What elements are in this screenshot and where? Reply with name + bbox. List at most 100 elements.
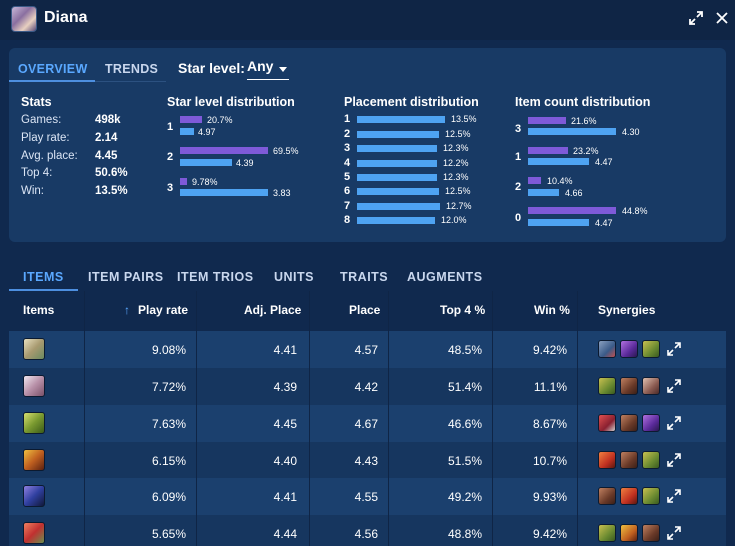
star-avg-value: 4.97 xyxy=(198,127,216,137)
item-icon[interactable] xyxy=(23,449,45,471)
close-window-button[interactable] xyxy=(714,10,732,28)
synergy-item-icon[interactable] xyxy=(598,377,616,395)
synergy-item-icon[interactable] xyxy=(620,340,638,358)
tab-item-trios[interactable]: ITEM TRIOS xyxy=(177,270,254,284)
star-pct-value: 9.78% xyxy=(192,177,218,187)
item-icon[interactable] xyxy=(23,522,45,544)
tab-trends[interactable]: TRENDS xyxy=(105,62,159,76)
synergy-item-icon[interactable] xyxy=(642,487,660,505)
synergy-item-icon[interactable] xyxy=(620,451,638,469)
expand-icon[interactable] xyxy=(667,342,681,356)
star-avg-bar xyxy=(180,159,232,166)
tab-divider xyxy=(95,81,166,82)
active-tab-indicator xyxy=(9,80,95,82)
synergy-item-icon[interactable] xyxy=(642,377,660,395)
expand-icon xyxy=(689,11,703,25)
win-cell: 9.42% xyxy=(532,527,567,541)
placement-bar xyxy=(357,203,440,210)
tab-items[interactable]: ITEMS xyxy=(23,270,64,284)
tab-item-pairs[interactable]: ITEM PAIRS xyxy=(88,270,164,284)
adj-place-cell: 4.44 xyxy=(273,527,297,541)
synergy-item-icon[interactable] xyxy=(620,487,638,505)
stat-value: 498k xyxy=(95,114,121,126)
expand-window-button[interactable] xyxy=(688,10,706,28)
expand-icon[interactable] xyxy=(667,489,681,503)
synergy-item-icon[interactable] xyxy=(642,340,660,358)
placement-distribution-title: Placement distribution xyxy=(344,95,479,109)
play-rate-cell: 6.09% xyxy=(151,490,186,504)
column-place[interactable]: Place xyxy=(349,303,381,317)
play-rate-cell: 9.08% xyxy=(151,343,186,357)
placement-label: 6 xyxy=(344,185,351,197)
placement-bar xyxy=(357,131,439,138)
item-count-label: 1 xyxy=(515,151,522,163)
top4-cell: 51.4% xyxy=(447,380,482,394)
chevron-down-icon xyxy=(279,67,288,72)
synergy-item-icon[interactable] xyxy=(620,377,638,395)
placement-label: 4 xyxy=(344,157,351,169)
star-label: 3 xyxy=(167,182,174,194)
play-rate-cell: 6.15% xyxy=(151,454,186,468)
column-win[interactable]: Win % xyxy=(534,303,570,317)
synergy-item-icon[interactable] xyxy=(620,414,638,432)
place-cell: 4.67 xyxy=(354,417,378,431)
item-count-avg-bar xyxy=(528,128,616,135)
placement-label: 2 xyxy=(344,128,351,140)
placement-bar xyxy=(357,145,437,152)
stat-value: 50.6% xyxy=(95,167,128,179)
star-avg-bar xyxy=(180,128,194,135)
item-count-avg-bar xyxy=(528,219,589,226)
column-play-rate[interactable]: Play rate xyxy=(138,303,189,317)
tab-traits[interactable]: TRAITS xyxy=(340,270,389,284)
top4-cell: 49.2% xyxy=(447,490,482,504)
synergy-item-icon[interactable] xyxy=(642,414,660,432)
synergy-item-icon[interactable] xyxy=(598,414,616,432)
column-separator xyxy=(388,291,389,546)
placement-bar xyxy=(357,217,435,224)
placement-label: 3 xyxy=(344,142,351,154)
top4-cell: 51.5% xyxy=(447,454,482,468)
placement-label: 1 xyxy=(344,113,351,125)
star-avg-bar xyxy=(180,189,268,196)
win-cell: 8.67% xyxy=(532,417,567,431)
column-items[interactable]: Items xyxy=(23,303,55,317)
expand-icon[interactable] xyxy=(667,453,681,467)
item-count-avg-value: 4.47 xyxy=(595,218,613,228)
item-icon[interactable] xyxy=(23,412,45,434)
synergy-item-icon[interactable] xyxy=(642,451,660,469)
active-tab-indicator xyxy=(9,289,78,291)
item-icon[interactable] xyxy=(23,338,45,360)
item-icon[interactable] xyxy=(23,485,45,507)
stat-value: 2.14 xyxy=(95,132,118,144)
item-count-avg-value: 4.30 xyxy=(622,127,640,137)
column-adj-place[interactable]: Adj. Place xyxy=(244,303,302,317)
star-level-value: Any xyxy=(247,58,274,74)
item-icon[interactable] xyxy=(23,375,45,397)
expand-icon[interactable] xyxy=(667,526,681,540)
synergy-item-icon[interactable] xyxy=(598,524,616,542)
star-label: 1 xyxy=(167,121,174,133)
tab-units[interactable]: UNITS xyxy=(274,270,314,284)
star-pct-value: 69.5% xyxy=(273,146,299,156)
column-separator xyxy=(492,291,493,546)
item-count-pct-value: 44.8% xyxy=(622,206,648,216)
synergy-item-icon[interactable] xyxy=(598,451,616,469)
synergy-item-icon[interactable] xyxy=(620,524,638,542)
placement-value: 12.5% xyxy=(445,186,471,196)
tab-overview[interactable]: OVERVIEW xyxy=(18,62,88,76)
synergy-item-icon[interactable] xyxy=(642,524,660,542)
expand-icon[interactable] xyxy=(667,379,681,393)
expand-icon[interactable] xyxy=(667,416,681,430)
tab-augments[interactable]: AUGMENTS xyxy=(407,270,483,284)
star-level-select[interactable]: Any xyxy=(247,58,290,80)
placement-value: 12.3% xyxy=(443,143,469,153)
top4-cell: 48.5% xyxy=(447,343,482,357)
place-cell: 4.43 xyxy=(354,454,378,468)
column-top4[interactable]: Top 4 % xyxy=(440,303,486,317)
stat-value: 13.5% xyxy=(95,185,128,197)
item-count-pct-value: 10.4% xyxy=(547,176,573,186)
synergy-item-icon[interactable] xyxy=(598,340,616,358)
synergy-item-icon[interactable] xyxy=(598,487,616,505)
star-pct-bar xyxy=(180,178,187,185)
star-avg-value: 4.39 xyxy=(236,158,254,168)
